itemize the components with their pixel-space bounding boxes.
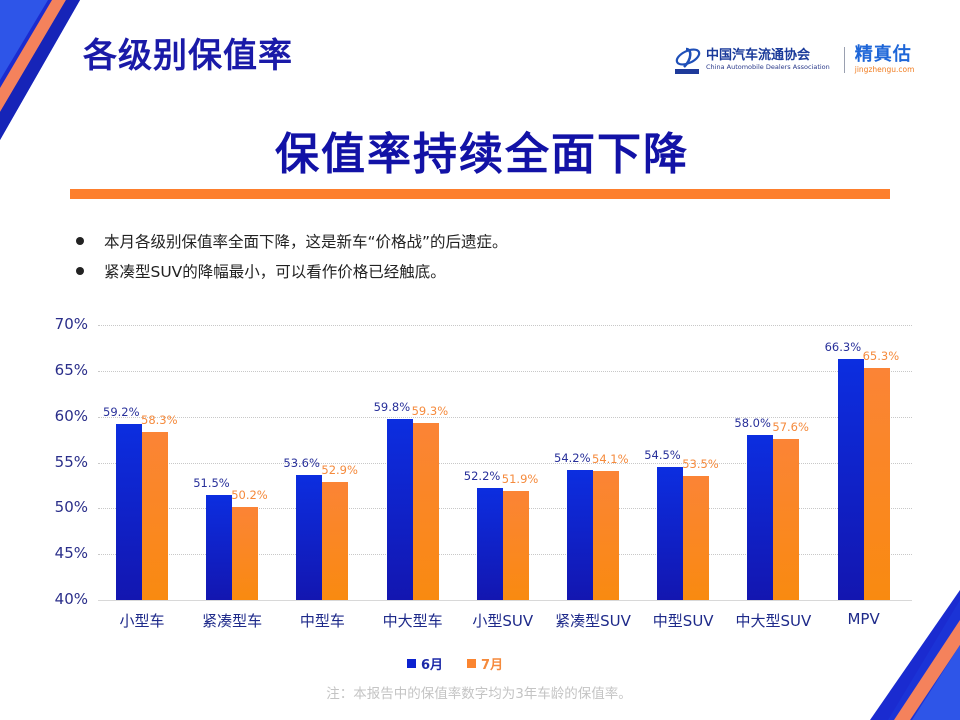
data-label: 52.9%	[321, 462, 358, 477]
bullet-icon	[76, 237, 84, 245]
jingzhengu-name: 精真估	[854, 44, 912, 65]
data-label: 54.5%	[644, 448, 681, 463]
headline: 保值率持续全面下降	[275, 129, 689, 180]
gridline	[98, 325, 912, 326]
x-axis-label: 紧凑型车	[202, 612, 263, 630]
bullet-item: 紧凑型SUV的降幅最小，可以看作价格已经触底。	[76, 256, 508, 286]
data-label: 58.0%	[734, 416, 771, 430]
bar-june	[476, 488, 503, 600]
data-label: 51.9%	[501, 471, 539, 486]
legend-swatch-june	[407, 659, 416, 668]
data-label: 53.5%	[682, 457, 719, 472]
bar-june	[386, 418, 413, 600]
bar-july	[683, 476, 710, 600]
data-label: 65.3%	[862, 349, 900, 364]
bar-chart: 40% 45% 50% 55% 60% 65% 70% 59.2% 58.3% 小型车 51.5% 5…	[40, 310, 920, 650]
x-axis-label: 中型车	[299, 612, 345, 630]
y-axis-tick: 45%	[54, 544, 88, 563]
y-axis-tick: 50%	[54, 498, 88, 517]
x-axis-line	[98, 600, 912, 601]
y-axis-tick: 60%	[54, 406, 88, 425]
data-label: 59.2%	[103, 405, 140, 419]
bar-june	[206, 494, 233, 600]
data-label: 53.6%	[283, 456, 320, 471]
legend-item-june: 6月	[407, 654, 443, 673]
bar-june	[657, 467, 684, 600]
footnote: 注：本报告中的保值率数字均为3年车龄的保值率。	[326, 686, 632, 702]
bar-june	[837, 358, 864, 600]
data-label: 54.2%	[554, 450, 591, 465]
bullet-icon	[76, 267, 84, 275]
data-label: 66.3%	[824, 339, 862, 354]
bar-june	[747, 435, 774, 600]
x-axis-label: 小型SUV	[472, 612, 534, 630]
x-axis-label: MPV	[847, 610, 880, 628]
data-label: 58.3%	[141, 413, 178, 428]
bar-june	[116, 424, 142, 600]
y-axis-tick: 65%	[54, 360, 88, 379]
y-axis-tick: 70%	[54, 315, 88, 333]
cada-logo-icon	[675, 47, 701, 74]
bar-july	[593, 470, 619, 600]
chart-legend: 6月 7月	[407, 654, 527, 673]
y-axis-tick: 55%	[54, 452, 88, 471]
bullet-item: 本月各级别保值率全面下降，这是新车“价格战”的后遗症。	[76, 226, 508, 256]
data-label: 57.6%	[772, 419, 809, 434]
legend-swatch-july	[467, 659, 477, 668]
x-axis-label: 中大型SUV	[735, 612, 812, 630]
data-label: 52.2%	[463, 469, 501, 484]
x-axis-label: 紧凑型SUV	[555, 612, 631, 630]
logo-divider	[843, 47, 845, 73]
jingzhengu-url: jingzhengu.com	[854, 65, 915, 74]
bar-july	[412, 423, 439, 600]
bar-july	[142, 432, 168, 600]
bar-june	[296, 475, 323, 600]
x-axis-label: 小型车	[119, 612, 165, 630]
data-label: 51.5%	[193, 475, 230, 490]
headline-underline	[70, 189, 890, 199]
bullet-list: 本月各级别保值率全面下降，这是新车“价格战”的后遗症。 紧凑型SUV的降幅最小，…	[76, 226, 508, 286]
gridline	[98, 370, 912, 372]
gridline	[98, 416, 912, 418]
data-label: 59.8%	[373, 399, 411, 414]
partner-logos: 中国汽车流通协会 China Automobile Dealers Associ…	[672, 40, 914, 80]
bar-july	[863, 368, 890, 600]
gridline	[98, 462, 912, 464]
cada-name-en: China Automobile Dealers Association	[706, 63, 830, 71]
cada-name-cn: 中国汽车流通协会	[706, 48, 811, 63]
x-axis-label: 中型SUV	[652, 612, 714, 630]
y-axis-tick: 40%	[54, 590, 88, 608]
bar-july	[773, 438, 800, 600]
bar-july	[322, 481, 349, 600]
legend-item-july: 7月	[467, 654, 503, 673]
data-label: 50.2%	[231, 487, 268, 502]
x-axis-label: 中大型车	[382, 612, 443, 630]
data-label: 54.1%	[592, 451, 629, 466]
bar-june	[567, 469, 593, 600]
bar-july	[502, 490, 529, 600]
data-label: 59.3%	[411, 404, 449, 419]
page-title: 各级别保值率	[83, 36, 293, 76]
bar-july	[232, 506, 259, 600]
